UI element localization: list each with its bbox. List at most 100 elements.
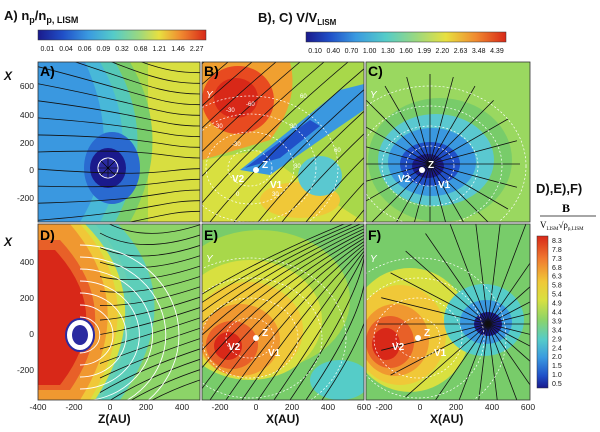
streamline	[371, 163, 431, 222]
streamline	[390, 323, 489, 376]
y-tick-bottom: -200	[17, 365, 34, 375]
panel-letter-f: F)	[368, 227, 381, 243]
marker-v1-f: V1	[434, 348, 447, 359]
streamline	[406, 76, 431, 165]
streamline	[99, 296, 200, 321]
streamline	[458, 323, 489, 400]
streamline	[487, 323, 530, 386]
contour	[381, 125, 479, 207]
colorbar-def-tick: 2.4	[552, 345, 562, 352]
streamline	[366, 126, 431, 165]
streamline	[38, 66, 200, 106]
streamline	[329, 182, 364, 222]
streamline	[305, 260, 364, 400]
colorbar-bc-tick: 1.30	[381, 48, 395, 55]
colorbar-a-tick: 0.32	[115, 46, 129, 53]
streamline	[38, 189, 200, 204]
panel-d	[38, 224, 200, 400]
x-axis-title-right: X(AU)	[430, 412, 463, 426]
colorbar-a-tick: 1.21	[153, 46, 167, 53]
contour-label: 30	[272, 192, 279, 198]
field-line	[79, 244, 180, 400]
colorbar-def-tick: 1.0	[552, 372, 562, 379]
colorbar-a-tick: 0.09	[97, 46, 111, 53]
streamline	[99, 338, 200, 379]
colorbar-a: A) np/np, LISM 0.01 0.04 0.06 0.09 0.32 0.68 1…	[4, 8, 207, 53]
streamline	[429, 76, 454, 165]
contour	[227, 149, 273, 187]
streamline	[202, 62, 301, 153]
streamline	[151, 379, 200, 400]
marker-v1-c: V1	[438, 180, 451, 191]
sun-dot-b	[253, 167, 259, 173]
panel-letter-b: B)	[204, 63, 219, 79]
contour	[225, 317, 275, 359]
streamline	[110, 62, 200, 84]
colorbar-def-denominator: VLISM√ρp,LISM	[540, 220, 584, 232]
streamline	[38, 100, 200, 127]
streamline	[38, 150, 200, 159]
colorbar-def-tick: 0.5	[552, 381, 562, 388]
streamline	[381, 297, 489, 325]
streamline	[381, 323, 489, 351]
streamline	[99, 276, 200, 293]
streamline	[429, 163, 446, 222]
x-tick-left: 400	[175, 402, 189, 412]
streamline	[209, 241, 364, 400]
y-tick-bottom: 200	[20, 293, 34, 303]
colorbar-bc-tick: 0.10	[308, 48, 322, 55]
streamline	[99, 265, 200, 281]
streamline	[475, 224, 489, 325]
contour	[205, 131, 295, 205]
streamline	[99, 286, 200, 307]
contour	[202, 277, 323, 399]
streamline	[209, 68, 364, 222]
streamline	[38, 178, 200, 188]
streamline	[140, 62, 200, 74]
x-tick-mid: 600	[357, 402, 371, 412]
contour	[373, 297, 463, 379]
x-tick-right: -200	[375, 402, 392, 412]
streamline	[202, 225, 364, 324]
x-tick-left: -400	[29, 402, 46, 412]
streamline	[429, 163, 489, 222]
colorbar-a-title: A) np/np, LISM	[4, 8, 78, 25]
contour-label: 30	[294, 164, 301, 170]
marker-z-b: Z	[262, 160, 268, 171]
contour-label: -30	[232, 142, 241, 148]
colorbar-a-tick: 0.01	[41, 46, 55, 53]
colorbar-a-tick: 2.27	[190, 46, 204, 53]
colorbar-bc-bar	[305, 31, 507, 43]
field-line	[79, 316, 101, 354]
colorbar-bc-tick: 1.99	[417, 48, 431, 55]
x-tick-left: 200	[139, 402, 153, 412]
colorbar-def-tick: 4.4	[552, 310, 562, 317]
streamline	[281, 133, 364, 222]
colorbar-a-tick: 1.46	[171, 46, 185, 53]
y-tick-top: 600	[20, 81, 34, 91]
colorbar-def-tick: 5.4	[552, 292, 562, 299]
contour-label: 0	[236, 192, 240, 198]
streamline	[366, 146, 431, 165]
colorbar-a-tick: 0.04	[59, 46, 73, 53]
streamline	[202, 224, 346, 295]
x-tick-left: -200	[65, 402, 82, 412]
streamline	[429, 100, 494, 165]
streamline	[109, 358, 200, 400]
streamline	[384, 85, 431, 165]
streamline	[429, 118, 509, 165]
panel-letter-e: E)	[204, 227, 218, 243]
field-line	[79, 304, 114, 366]
streamline	[202, 62, 325, 177]
marker-y-f: Y	[370, 254, 378, 265]
streamline	[429, 85, 476, 165]
contour-label: 60	[334, 148, 341, 154]
colorbar-def-tick: 2.0	[552, 354, 562, 361]
y-axis-title-bottom: X	[3, 235, 13, 249]
streamline	[305, 156, 364, 222]
streamline	[429, 163, 464, 222]
streamline	[487, 313, 530, 325]
colorbar-def-tick: 1.5	[552, 363, 562, 370]
streamline	[366, 163, 431, 202]
